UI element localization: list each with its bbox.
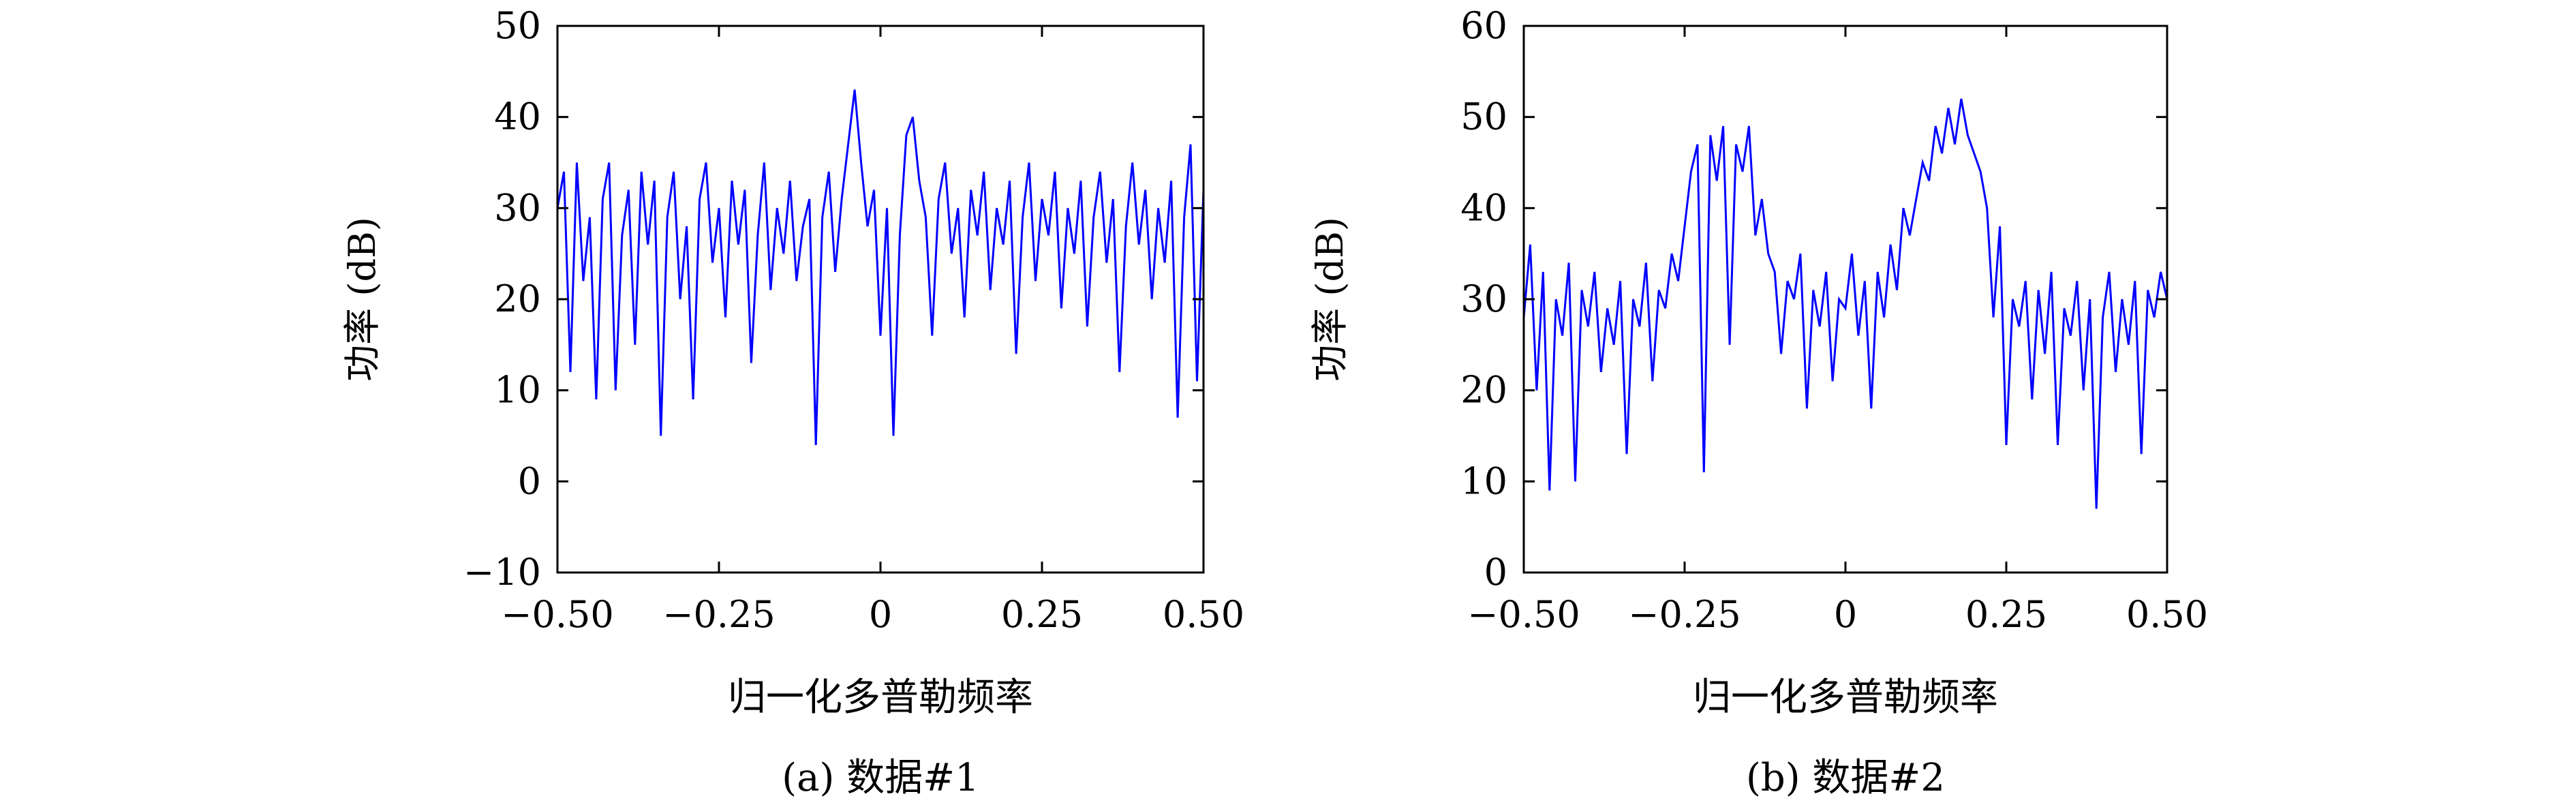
y-tick-label: 30 [494,186,541,229]
x-tick-label: 0 [869,593,892,636]
y-tick-label: −10 [463,551,541,594]
y-tick-label: 40 [1460,186,1507,229]
subfigure-caption: (b) 数据#2 [1746,756,1945,800]
y-tick-label: 30 [1460,277,1507,320]
x-tick-label: −0.25 [1628,593,1741,636]
series-line [1522,98,2168,509]
x-tick-label: 0.25 [1965,593,2047,636]
y-tick-label: 40 [494,95,541,138]
y-tick-label: 10 [494,369,541,412]
y-ticks: −10 0 10 20 30 40 50 [463,4,1203,594]
y-tick-label: 60 [1460,4,1507,47]
chart-a-marks [556,89,1205,445]
x-tick-label: −0.25 [662,593,775,636]
y-tick-label: 0 [518,459,541,502]
series-line [556,89,1205,445]
y-tick-label: 20 [1460,369,1507,412]
chart-panel-b: 0 10 20 30 40 50 60 −0.50 −0.25 0 0.25 0.50 功率 (dB… [1288,0,2447,806]
x-axis-label: 归一化多普勒频率 [728,675,1033,720]
plot-frame [556,25,1205,574]
x-tick-label: 0.50 [2126,593,2208,636]
x-tick-label: −0.50 [501,593,613,636]
y-tick-label: 0 [1484,551,1507,594]
x-tick-label: −0.50 [1467,593,1580,636]
x-tick-label: 0.25 [1001,593,1083,636]
y-tick-label: 50 [1460,95,1507,138]
y-tick-label: 10 [1460,459,1507,502]
x-ticks: −0.50 −0.25 0 0.25 0.50 [1467,26,2208,636]
y-axis-label: 功率 (dB) [341,217,384,382]
y-axis-label: 功率 (dB) [1308,217,1351,382]
x-tick-label: 0 [1834,593,1857,636]
chart-b-marks [1522,98,2168,509]
y-tick-label: 20 [494,277,541,320]
chart-panel-a: −10 0 10 20 30 40 50 −0.50 −0.25 0 0.25 0.50 功率 (d… [320,0,1479,806]
y-tick-label: 50 [494,4,541,47]
x-tick-label: 0.50 [1163,593,1244,636]
chart-a-svg: −10 0 10 20 30 40 50 −0.50 −0.25 0 0.25 0.50 功率 (d… [341,4,1244,800]
y-ticks: 0 10 20 30 40 50 60 [1460,4,2167,594]
subfigure-caption: (a) 数据#1 [782,756,979,800]
x-ticks: −0.50 −0.25 0 0.25 0.50 [501,26,1244,636]
chart-b-svg: 0 10 20 30 40 50 60 −0.50 −0.25 0 0.25 0.50 功率 (dB… [1308,4,2208,800]
x-axis-label: 归一化多普勒频率 [1693,675,1998,720]
